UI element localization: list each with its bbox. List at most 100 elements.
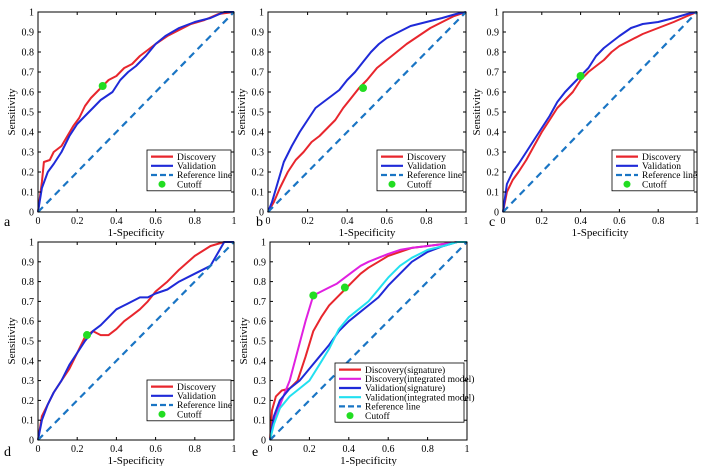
y-tick-label: 0.1: [22, 188, 35, 199]
cutoff-point: [576, 72, 585, 80]
y-tick-label: 1: [494, 8, 499, 19]
legend-cutoff-marker: [158, 410, 166, 418]
y-tick-label: 0.4: [22, 128, 35, 139]
x-tick-label: 0.6: [381, 216, 394, 227]
y-tick-label: 0.4: [252, 128, 265, 139]
y-tick-label: 0.8: [22, 277, 35, 288]
panel-b: 0 0.2 0.4 0.6 0.8 1 0 0.1 0.2 0.3 0.4 0.5 0.6 0.7 0.8 0…: [236, 8, 469, 240]
cutoff-point: [340, 283, 349, 292]
legend-cutoff-marker: [623, 180, 631, 188]
y-tick-label: 0.2: [22, 396, 35, 407]
y-tick-label: 0.6: [254, 317, 267, 328]
legend-box: [334, 362, 465, 423]
x-tick-label: 0: [36, 444, 41, 455]
y-tick-label: 0.8: [254, 277, 267, 288]
x-tick-label: 0.6: [149, 216, 162, 227]
cutoff-point: [98, 82, 107, 90]
series-line-discovery-integrated-model-: [269, 241, 467, 441]
x-tick-label: 0.6: [382, 444, 395, 455]
x-tick-label: 0.2: [536, 216, 549, 227]
panel-a: 0 0.2 0.4 0.6 0.8 1 0 0.1 0.2 0.3 0.4 0.5 0.6 0.7 0.8 0…: [4, 8, 237, 240]
legend-label: Cutoff: [365, 411, 390, 422]
panel-letter: e: [252, 445, 258, 460]
y-tick-label: 0.1: [22, 416, 35, 427]
y-tick-label: 0: [29, 436, 34, 447]
y-tick-label: 0.5: [254, 337, 267, 348]
legend-label: Discovery: [407, 153, 446, 163]
x-tick-label: 0.8: [189, 216, 202, 227]
legend-label: Discovery: [177, 153, 216, 163]
y-tick-label: 0.2: [22, 168, 35, 179]
series-line-validation-integrated-model-: [269, 241, 467, 441]
legend-label: Discovery: [177, 383, 216, 393]
y-tick-label: 0.9: [252, 28, 265, 39]
y-tick-label: 0.5: [22, 337, 35, 348]
series-line-reference-line: [37, 11, 235, 213]
x-tick-label: 0.2: [71, 444, 84, 455]
x-tick-label: 0.4: [110, 216, 123, 227]
legend-label: Reference line: [365, 402, 420, 413]
y-tick-label: 0.7: [22, 297, 35, 308]
x-tick-label: 0.8: [189, 444, 202, 455]
legend-label: Discovery: [642, 153, 681, 163]
x-tick-label: 0.4: [110, 444, 123, 455]
series-line-validation: [267, 11, 467, 213]
legend: Discovery(signature)Discovery(integrated…: [334, 362, 474, 423]
y-tick-label: 0.9: [254, 257, 267, 268]
legend-label: Validation: [642, 162, 681, 172]
x-axis-label: 1-Specificity: [339, 227, 396, 239]
cutoff-point: [359, 84, 368, 92]
x-tick-label: 0.6: [149, 444, 162, 455]
y-tick-label: 0: [494, 208, 499, 219]
y-tick-label: 0.6: [22, 317, 35, 328]
y-tick-label: 0.3: [22, 148, 35, 159]
legend-label: Discovery(signature): [365, 365, 445, 376]
y-tick-label: 0.7: [252, 68, 265, 79]
legend-label: Validation: [407, 162, 446, 172]
cutoff-point: [83, 331, 91, 340]
x-tick-label: 0: [266, 216, 271, 227]
y-tick-label: 0.2: [254, 396, 267, 407]
y-tick-label: 1: [261, 238, 266, 249]
x-tick-label: 1: [232, 444, 237, 455]
y-tick-label: 0.4: [487, 128, 500, 139]
legend-cutoff-marker: [388, 180, 396, 188]
legend-label: Discovery(integrated model): [365, 374, 474, 385]
legend-label: Validation: [177, 162, 216, 172]
y-axis-label: Sensitivity: [236, 88, 248, 136]
panel-c: 0 0.2 0.4 0.6 0.8 1 0 0.1 0.2 0.3 0.4 0.5 0.6 0.7 0.8 0…: [471, 8, 700, 240]
y-tick-label: 0.8: [252, 48, 265, 59]
legend-label: Reference line: [642, 170, 697, 181]
y-tick-label: 0.5: [487, 108, 500, 119]
series-line-validation: [37, 241, 234, 441]
y-tick-label: 0.6: [252, 88, 265, 99]
legend-label: Reference line: [407, 170, 462, 181]
y-tick-label: 0.3: [487, 148, 500, 159]
x-axis-label: 1-Specificity: [108, 455, 165, 466]
x-tick-label: 1: [464, 216, 469, 227]
x-tick-label: 1: [465, 444, 470, 455]
x-tick-label: 0: [36, 216, 41, 227]
legend-label: Cutoff: [177, 179, 202, 190]
y-tick-label: 0.3: [254, 376, 267, 387]
legend-cutoff-marker: [346, 412, 354, 420]
x-tick-label: 0.4: [341, 216, 354, 227]
y-tick-label: 0.2: [252, 168, 265, 179]
series-line-reference-line: [502, 11, 698, 213]
y-axis-label: Sensitivity: [238, 317, 250, 365]
x-axis-label: 1-Specificity: [108, 227, 165, 239]
panel-d: 0 0.2 0.4 0.6 0.8 1 0 0.1 0.2 0.3 0.4 0.5 0.6 0.7 0.8 0…: [4, 238, 237, 468]
y-tick-label: 0: [261, 436, 266, 447]
panel-letter: b: [256, 215, 263, 230]
x-tick-label: 0: [501, 216, 506, 227]
y-tick-label: 0.7: [487, 68, 500, 79]
y-tick-label: 0.9: [22, 28, 35, 39]
legend-label: Validation(integrated model): [365, 392, 474, 403]
x-tick-label: 0: [268, 444, 273, 455]
y-tick-label: 1: [29, 238, 34, 249]
